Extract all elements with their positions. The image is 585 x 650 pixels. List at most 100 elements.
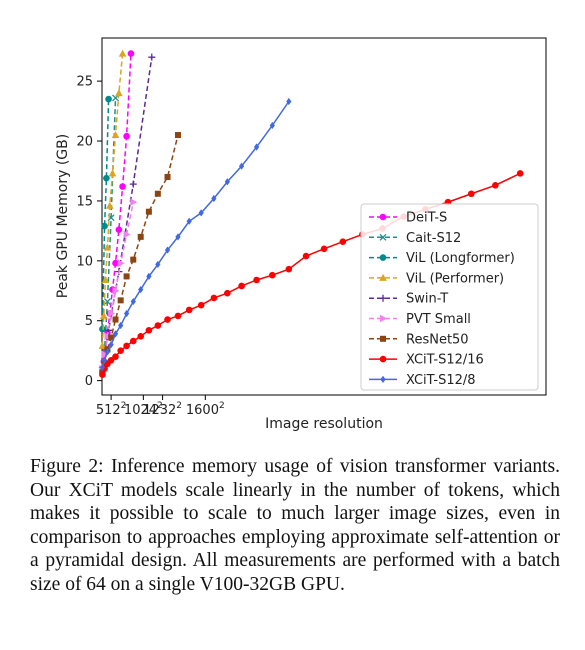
data-point <box>103 298 111 306</box>
data-point <box>108 309 116 318</box>
data-point <box>111 131 120 139</box>
data-point <box>101 275 110 283</box>
data-point <box>145 327 153 334</box>
data-point <box>123 309 130 318</box>
series-line-vil-longformer <box>101 99 110 330</box>
data-point <box>302 252 310 260</box>
legend-box <box>360 203 539 391</box>
data-point <box>492 182 499 189</box>
data-point <box>175 233 181 241</box>
data-point <box>104 348 111 356</box>
data-point <box>146 272 152 280</box>
data-point <box>108 341 114 349</box>
data-point <box>224 289 231 297</box>
data-point <box>119 183 126 190</box>
data-point <box>117 259 125 268</box>
data-point <box>123 273 130 280</box>
data-point <box>339 238 347 245</box>
data-point <box>103 243 112 251</box>
legend-label: XCiT-S12/16 <box>406 353 484 368</box>
x-axis-label: Image resolution <box>265 416 383 432</box>
data-point <box>148 53 156 61</box>
data-point <box>103 174 110 182</box>
x-tick-label: 5122 <box>96 401 127 418</box>
data-point <box>253 143 260 151</box>
data-point <box>99 371 106 378</box>
legend-label: Cait-S12 <box>406 231 461 246</box>
legend-item-xcit-s12-8: XCiT-S12/8 <box>369 373 476 388</box>
data-point <box>118 321 124 330</box>
legend-label: ViL (Performer) <box>406 271 504 286</box>
x-tick-label: 10242 <box>124 401 163 418</box>
legend-item-cait-s12: Cait-S12 <box>369 231 461 246</box>
legend-item-vil-longformer: ViL (Longformer) <box>369 251 515 266</box>
legend-label: ResNet50 <box>406 332 469 347</box>
data-point <box>138 285 144 294</box>
legend-swatch-marker <box>380 375 386 383</box>
legend-swatch-marker <box>379 355 387 363</box>
data-point <box>106 201 114 209</box>
data-point <box>164 316 171 323</box>
legend-item-swin-t: Swin-T <box>369 292 448 307</box>
data-point <box>130 256 137 263</box>
data-point <box>99 363 106 372</box>
data-point <box>98 341 107 349</box>
data-point <box>129 337 137 345</box>
legend-item-deit-s: DeiT-S <box>369 211 447 226</box>
data-point <box>127 50 135 57</box>
legend-swatch-marker <box>379 294 387 302</box>
data-point <box>107 356 115 364</box>
legend-label: Swin-T <box>406 292 448 307</box>
y-axis-label: Peak GPU Memory (GB) <box>55 134 71 298</box>
data-point <box>238 282 245 290</box>
y-tick-label: 0 <box>85 374 93 389</box>
legend-label: XCiT-S12/8 <box>406 373 476 388</box>
figure-caption: Figure 2: Inference memory usage of visi… <box>30 456 560 595</box>
data-point <box>130 297 136 306</box>
data-point <box>105 95 112 103</box>
legend-item-resnet50: ResNet50 <box>369 332 469 347</box>
data-point <box>117 347 124 354</box>
legend-label: DeiT-S <box>406 211 447 226</box>
data-point <box>112 316 119 323</box>
legend-item-vil-performer: ViL (Performer) <box>369 271 504 286</box>
y-tick-label: 5 <box>85 314 93 329</box>
data-point <box>101 356 108 364</box>
data-point <box>186 217 192 225</box>
y-tick-label: 25 <box>76 75 93 90</box>
data-point <box>286 97 292 106</box>
data-point <box>112 259 119 267</box>
data-point <box>115 226 123 233</box>
x-tick-label: 16002 <box>186 401 225 418</box>
data-point <box>210 294 218 302</box>
y-tick-label: 10 <box>76 254 93 269</box>
data-point <box>174 132 181 139</box>
data-point <box>285 265 293 273</box>
data-point <box>269 121 275 130</box>
data-point <box>198 209 204 217</box>
legend-item-xcit-s12-16: XCiT-S12/16 <box>369 353 484 368</box>
data-point <box>115 89 123 97</box>
data-point <box>154 190 161 197</box>
legend-label: ViL (Longformer) <box>406 251 515 266</box>
legend-swatch-marker <box>379 233 387 241</box>
data-point <box>99 325 106 333</box>
data-point <box>164 173 171 180</box>
x-tick-label: 12322 <box>143 401 182 418</box>
data-point <box>197 301 205 309</box>
series-xcit-s12-8 <box>99 97 292 372</box>
data-point <box>154 322 162 329</box>
data-point <box>137 332 145 340</box>
data-point <box>129 180 137 188</box>
data-point <box>101 222 108 230</box>
data-point <box>130 198 138 206</box>
legend-swatch-marker <box>379 213 387 221</box>
data-point <box>164 246 171 254</box>
series-vil-performer <box>98 49 127 349</box>
data-point <box>123 342 130 350</box>
data-point <box>117 297 124 304</box>
data-point <box>123 132 130 140</box>
legend-swatch-marker <box>380 335 386 342</box>
legend: DeiT-S Cait-S12 ViL (Longformer) ViL (Perfo… <box>360 203 539 391</box>
data-point <box>269 271 276 279</box>
